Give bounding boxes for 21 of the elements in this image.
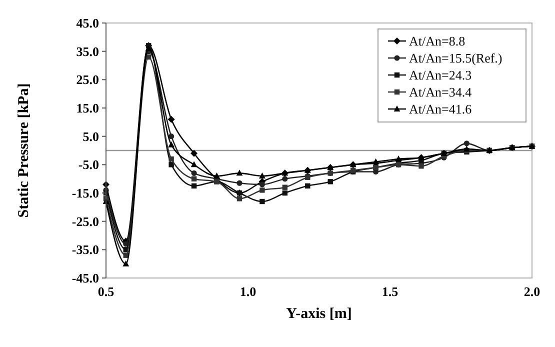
y-tick-label: 15.0: [76, 100, 99, 116]
x-tick-label: 0.5: [98, 284, 115, 299]
x-axis-title: Y-axis [m]: [286, 306, 352, 322]
x-tick-label: 1.5: [382, 284, 399, 299]
y-tick-label: 25.0: [76, 72, 99, 88]
y-tick-label: 35.0: [76, 44, 99, 59]
y-tick-label: -15.0: [72, 186, 99, 201]
y-tick-label: 5.0: [82, 128, 99, 144]
x-tick-label: 1.0: [240, 284, 256, 299]
legend-label: At/An=15.5(Ref.): [409, 50, 502, 66]
y-tick-label: -5.0: [78, 157, 99, 172]
x-tick-label: 2.0: [524, 284, 540, 299]
legend-label: At/An=8.8: [409, 34, 466, 49]
legend-label: At/An=41.6: [409, 102, 472, 117]
y-tick-label: -35.0: [72, 242, 99, 258]
y-tick-label: -25.0: [72, 214, 99, 229]
y-axis-title: Static Pressure [kPa]: [16, 83, 32, 218]
y-tick-label: -45.0: [72, 270, 99, 286]
legend-label: At/An=24.3: [409, 68, 472, 83]
y-tick-label: 45.0: [76, 16, 99, 31]
legend-label: At/An=34.4: [409, 84, 472, 100]
